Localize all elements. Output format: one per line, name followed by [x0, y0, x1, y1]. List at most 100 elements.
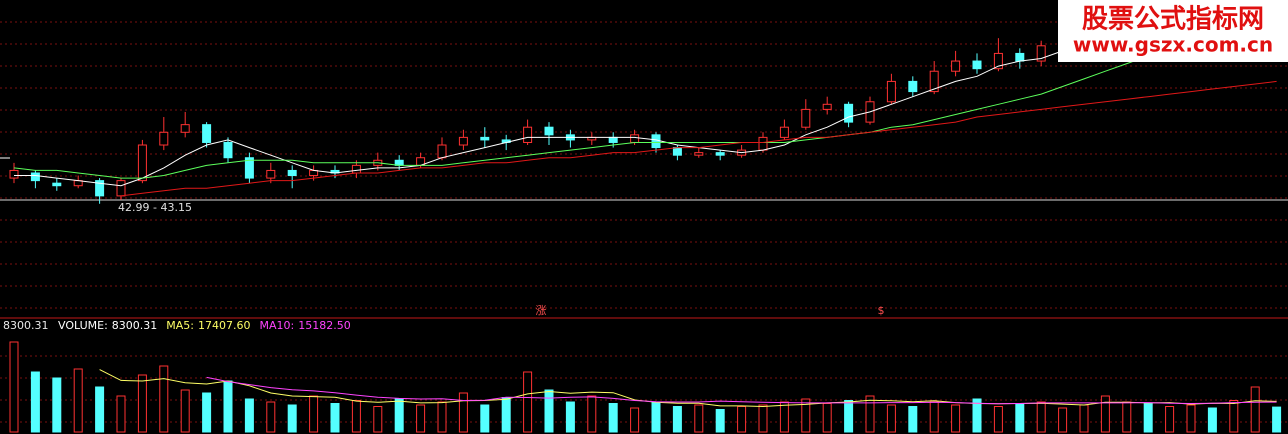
- legend-value: 15182.50: [298, 319, 351, 332]
- candle-body: [116, 180, 126, 197]
- volume-bar: [1272, 406, 1282, 433]
- volume-bar: [1186, 404, 1196, 433]
- candle-body: [202, 124, 212, 143]
- volume-bar: [587, 395, 597, 433]
- candle-body: [908, 80, 918, 93]
- legend-name: VOLUME:: [58, 319, 108, 332]
- candle-body: [651, 134, 661, 149]
- candle-body: [30, 172, 40, 182]
- volume-bar: [523, 371, 533, 433]
- legend-value: 17407.60: [198, 319, 251, 332]
- candle-body: [351, 164, 361, 174]
- volume-bar: [1100, 395, 1110, 433]
- candle-body: [801, 108, 811, 128]
- candle-body: [1036, 45, 1046, 62]
- volume-bar: [244, 398, 254, 433]
- volume-bar: [630, 407, 640, 433]
- volume-bar: [1122, 401, 1132, 433]
- candle-body: [523, 126, 533, 143]
- volume-bar: [544, 389, 554, 433]
- volume-ma-line: [206, 376, 1277, 405]
- candle-body: [159, 131, 169, 146]
- volume-bar: [287, 404, 297, 433]
- price-line: [13, 7, 1277, 179]
- volume-bar: [844, 400, 854, 433]
- volume-bar: [951, 404, 961, 433]
- volume-bar: [223, 380, 233, 433]
- candle-body: [779, 126, 789, 138]
- volume-bar: [437, 401, 447, 433]
- marker: $: [878, 304, 885, 317]
- volume-bar: [694, 404, 704, 433]
- candle-body: [223, 141, 233, 159]
- volume-bar: [608, 403, 618, 433]
- candle-body: [95, 180, 105, 197]
- volume-bar: [1229, 400, 1239, 433]
- volume-bar: [1250, 386, 1260, 433]
- candle-body: [672, 147, 682, 156]
- volume-bar: [52, 377, 62, 433]
- candle-body: [52, 182, 62, 187]
- volume-bar: [822, 403, 832, 433]
- volume-current: 8300.31: [3, 319, 49, 332]
- volume-bar: [501, 397, 511, 433]
- volume-bar: [1165, 406, 1175, 433]
- volume-bar: [929, 401, 939, 433]
- volume-bar: [458, 392, 468, 433]
- volume-panel: [9, 341, 1282, 433]
- legend-name: MA5:: [166, 319, 194, 332]
- volume-legend: VOLUME: 8300.31 MA5: 17407.60 MA10: 15182.50: [58, 319, 351, 332]
- candle-body: [929, 70, 939, 93]
- marker: 涨: [536, 304, 547, 317]
- volume-bar: [373, 406, 383, 433]
- candle-body: [886, 80, 896, 103]
- volume-bar: [9, 341, 19, 433]
- candle-body: [137, 144, 147, 182]
- volume-bar: [351, 400, 361, 433]
- candle-body: [951, 60, 961, 72]
- volume-bar: [116, 395, 126, 433]
- volume-bar: [651, 401, 661, 433]
- candle-body: [458, 136, 468, 146]
- candle-body: [266, 169, 276, 179]
- volume-bar: [202, 392, 212, 433]
- candle-body: [480, 136, 490, 141]
- candle-body: [244, 157, 254, 179]
- volume-bar: [1079, 404, 1089, 433]
- volume-bar: [908, 406, 918, 433]
- candle-body: [844, 103, 854, 123]
- candle-body: [972, 60, 982, 70]
- candle-body: [9, 169, 19, 179]
- price-line: [120, 80, 1277, 197]
- volume-bar: [30, 371, 40, 433]
- candle-body: [287, 169, 297, 177]
- candle-body: [180, 124, 190, 133]
- volume-bar: [1036, 401, 1046, 433]
- volume-ma-line: [99, 369, 1277, 408]
- volume-bar: [480, 404, 490, 433]
- volume-bar: [1207, 407, 1217, 433]
- candle-body: [608, 136, 618, 143]
- volume-bar: [95, 386, 105, 433]
- volume-bar: [865, 395, 875, 433]
- volume-bar: [993, 406, 1003, 433]
- legend-name: MA10:: [260, 319, 295, 332]
- volume-bar: [266, 401, 276, 433]
- volume-bar: [394, 398, 404, 433]
- volume-bar: [801, 398, 811, 433]
- volume-bar: [73, 368, 83, 433]
- candle-body: [544, 126, 554, 136]
- watermark-box: [1058, 0, 1288, 62]
- candle-body: [822, 103, 832, 110]
- volume-bar: [180, 389, 190, 433]
- volume-bar: [715, 409, 725, 433]
- volume-bar: [972, 398, 982, 433]
- volume-bar: [886, 404, 896, 433]
- candle-body: [993, 52, 1003, 70]
- watermark-url: www.gszx.com.cn: [1073, 33, 1273, 57]
- volume-bar: [159, 365, 169, 433]
- range-label: 42.99 - 43.15: [118, 201, 192, 214]
- candle-body: [437, 144, 447, 159]
